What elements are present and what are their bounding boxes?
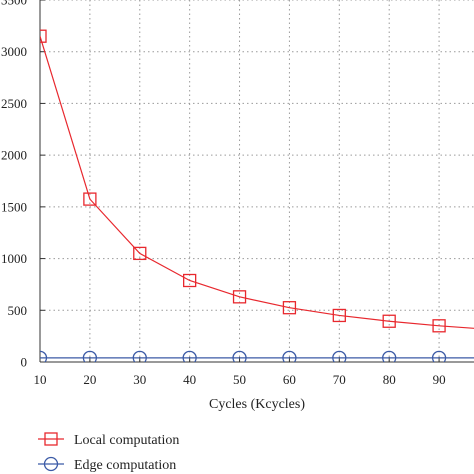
y-tick-label: 3000 [1,44,27,59]
legend: Local computation Edge computation [38,432,179,473]
x-tick-label: 70 [333,372,346,387]
data-point-edge-computation [132,350,147,362]
data-point-local-computation [83,192,97,206]
y-tick-label: 2500 [1,96,27,111]
y-tick-label: 500 [8,303,28,318]
y-tick-label: 2000 [1,148,27,163]
series-layer [40,29,474,362]
data-point-edge-computation [40,350,48,362]
legend-label-local-computation: Local computation [74,433,179,448]
x-tick-label: 90 [433,372,446,387]
data-point-edge-computation [282,350,297,362]
y-tick-label: 0 [21,355,28,370]
y-tick-label: 1000 [1,251,27,266]
legend-marker-local-computation [44,432,58,446]
data-point-local-computation [40,29,47,43]
axes [39,0,474,363]
data-point-local-computation [332,308,346,323]
x-tick-label: 10 [34,372,47,387]
data-point-local-computation [382,314,396,328]
series-line-local-computation [40,36,474,329]
x-tick-label: 50 [233,372,246,387]
data-point-local-computation [183,273,197,288]
x-axis-label: Cycles (Kcycles) [209,397,305,412]
legend-marker-edge-computation [43,456,59,472]
data-point-local-computation [282,301,297,315]
data-point-local-computation [432,319,446,333]
x-tick-label: 40 [183,372,196,387]
x-tick-label: 20 [83,372,96,387]
data-point-edge-computation [232,350,247,362]
data-point-edge-computation [382,350,397,362]
data-point-local-computation [133,246,147,261]
y-tick-label: 1500 [1,199,27,214]
x-tick-label: 80 [383,372,396,387]
data-point-local-computation [232,290,247,304]
data-point-edge-computation [332,350,347,362]
x-tick-label: 60 [283,372,296,387]
data-point-edge-computation [182,350,197,362]
legend-label-edge-computation: Edge computation [74,458,176,473]
tick-labels: 10 20 30 40 50 60 70 80 90 0 500 1000 1500 2000 2500 30… [1,0,446,387]
data-point-edge-computation [82,350,98,362]
grid [40,0,474,362]
x-tick-label: 30 [133,372,146,387]
data-point-edge-computation [431,350,447,362]
y-tick-label: 3500 [1,0,27,8]
